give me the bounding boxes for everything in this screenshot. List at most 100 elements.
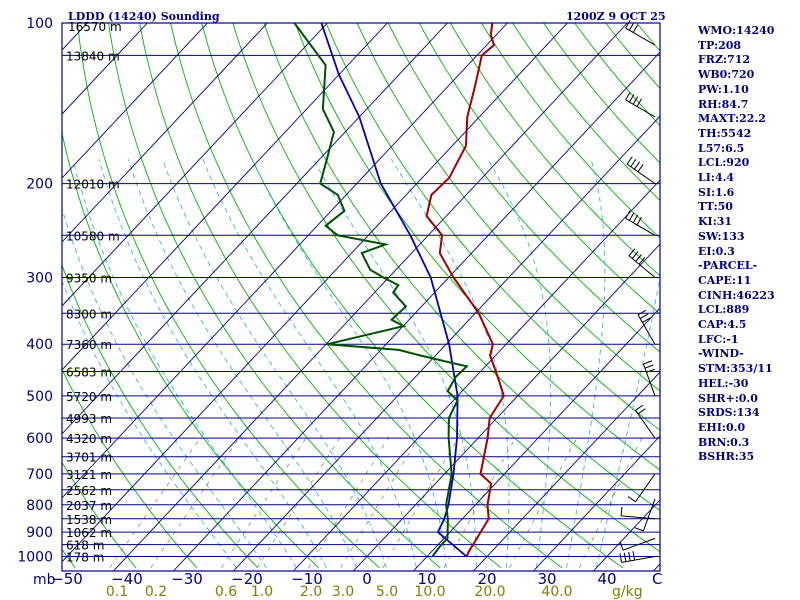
wind-barb-flag <box>637 408 646 415</box>
wind-barb-flag <box>638 256 646 265</box>
index-item: CAP:4.5 <box>698 318 747 332</box>
mixing-ratio-label: 0.6 <box>215 584 237 600</box>
index-item: EHI:0.0 <box>698 420 746 434</box>
temperature-tick-label: −50 <box>51 570 83 588</box>
isotherm-line <box>62 23 268 243</box>
wind-barb-flag <box>628 22 635 31</box>
stability-indices: WMO:14240 TP:208 FRZ:712 WB0:720 PW:1.10 RH:8… <box>698 24 775 465</box>
index-item: EI:0.3 <box>698 244 735 258</box>
index-item: TT:50 <box>698 200 733 214</box>
dry-adiabat <box>232 23 660 553</box>
mixing-ratio-line <box>221 433 309 569</box>
wind-barb-flag <box>623 552 627 562</box>
dry-adiabat <box>0 23 14 568</box>
moist-adiabat <box>487 158 552 568</box>
height-label: 3121 m <box>66 468 112 482</box>
height-label: 2562 m <box>66 484 112 498</box>
dry-adiabat <box>387 23 660 353</box>
index-item: STM:353/11 <box>698 362 773 376</box>
dry-adiabat <box>356 23 660 392</box>
mixing-ratio-label: 10.0 <box>414 584 445 600</box>
pressure-tick-label: 400 <box>26 337 53 353</box>
temperature-tick-label: 20 <box>477 570 496 588</box>
wind-barb-flag <box>625 20 631 29</box>
dry-adiabat <box>139 23 502 569</box>
index-item: TP:208 <box>698 38 742 52</box>
pressure-tick-label: 600 <box>26 431 53 447</box>
height-labels: 13840 m 12010 m 10580 m 9350 m 8300 m 7360 m 6… <box>66 49 120 564</box>
wind-barb-flag <box>636 98 642 107</box>
wind-barb-staff <box>625 99 656 118</box>
mixing-ratio-line <box>382 433 461 568</box>
wind-barb-flag <box>646 368 656 373</box>
temperature-tick-label: 30 <box>537 570 556 588</box>
height-label: 2037 m <box>66 499 112 513</box>
index-item: -PARCEL- <box>698 259 758 273</box>
dry-adiabat <box>170 23 563 569</box>
mixing-ratio-label: 1.0 <box>251 584 273 600</box>
isotherm-line <box>62 23 568 563</box>
temperature-tick-label: 10 <box>417 570 436 588</box>
isotherm-line <box>173 51 660 571</box>
wind-barb-flag <box>635 254 642 262</box>
wind-barb-flag <box>619 553 622 563</box>
index-item: SW:133 <box>698 229 745 243</box>
wind-barb-flag <box>620 506 623 516</box>
moist-adiabat <box>161 159 387 568</box>
dry-adiabat <box>201 23 624 569</box>
wind-barb-staff <box>635 473 656 502</box>
index-item: LFC:-1 <box>698 332 739 346</box>
isotherm-line <box>413 307 660 571</box>
height-label: 13840 m <box>66 49 120 63</box>
wind-barb-flag <box>631 251 639 259</box>
mixing-ratio-line <box>256 433 343 569</box>
moist-adiabat <box>595 274 660 568</box>
wind-barb-flag <box>625 210 631 219</box>
temperature-tick-label: −10 <box>291 570 323 588</box>
wind-barb-flag <box>637 309 647 316</box>
index-item: WB0:720 <box>698 68 755 82</box>
index-item: BSHR:35 <box>698 450 755 464</box>
mixing-ratio-label: 40.0 <box>541 584 572 600</box>
wind-barb-flag <box>628 94 635 103</box>
wind-barb-flag <box>632 24 639 33</box>
wind-barb-flag <box>642 317 651 323</box>
index-item: LI:4.4 <box>698 171 735 185</box>
wind-barb-flag <box>636 216 642 226</box>
isotherm-line <box>233 115 660 571</box>
temperature-unit-label: C <box>652 570 662 588</box>
index-item: L57:6.5 <box>698 141 745 155</box>
adiabat-lines <box>0 23 660 569</box>
moist-adiabat <box>202 159 417 568</box>
isotherm-line <box>62 23 508 499</box>
index-item: HEL:-30 <box>698 376 749 390</box>
index-item: MAXT:22.2 <box>698 112 766 126</box>
index-item: -WIND- <box>698 347 744 361</box>
wind-barb-staff <box>621 515 656 520</box>
temperature-tick-labels: −50 −40 −30 −20 −10 0 10 20 30 40 <box>51 570 616 588</box>
top-height-label: 16570 m <box>68 20 122 34</box>
pressure-axis-label: mb <box>33 572 56 588</box>
moist-adiabat <box>251 159 447 568</box>
mixing-ratio-label: 0.2 <box>145 584 167 600</box>
wind-barb-flag <box>632 96 639 105</box>
wind-barb-flag <box>644 364 654 369</box>
isotherm-line <box>293 179 660 571</box>
isotherm-line <box>473 371 660 571</box>
temperature-tick-label: −20 <box>231 570 263 588</box>
wind-barb-flag <box>632 214 639 223</box>
temperature-tick-label: 40 <box>597 570 616 588</box>
wind-barb-staff <box>642 498 656 532</box>
dry-adiabat <box>62 264 259 569</box>
dry-adiabat <box>62 461 137 569</box>
wind-barb-flag <box>630 159 637 167</box>
wind-barb-flag <box>628 551 631 561</box>
dewpoint-curve <box>293 23 469 558</box>
mixing-ratio-line <box>308 433 392 569</box>
isotherm-line <box>62 23 388 371</box>
wind-barb-flag <box>635 404 644 411</box>
dry-adiabat <box>62 131 319 569</box>
parcel-curve <box>320 23 468 558</box>
index-item: CAPE:11 <box>698 273 752 287</box>
